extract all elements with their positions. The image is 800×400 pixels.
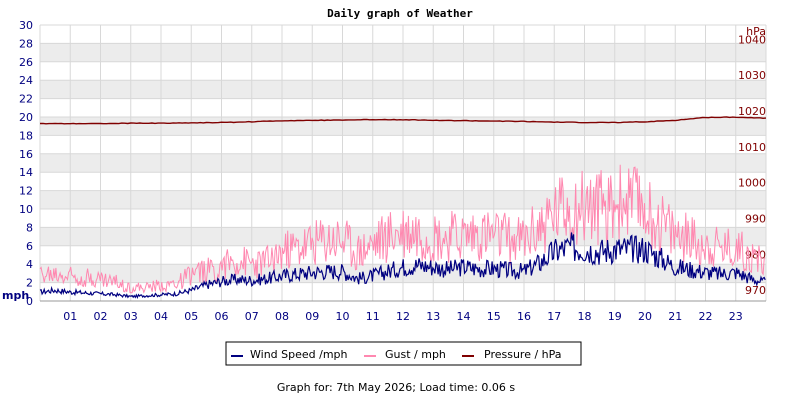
left-tick-label: 22	[19, 93, 33, 106]
series-line-wind-speed	[39, 232, 766, 299]
x-tick-label: 09	[305, 310, 319, 323]
right-tick-label: 1020	[738, 105, 766, 118]
x-tick-label: 15	[487, 310, 501, 323]
left-tick-label: 24	[19, 74, 33, 87]
right-tick-label: 970	[745, 284, 766, 297]
left-tick-label: 28	[19, 37, 33, 50]
left-tick-label: 30	[19, 19, 33, 32]
x-tick-label: 02	[94, 310, 108, 323]
chart-title: Daily graph of Weather	[327, 7, 473, 20]
x-tick-label: 07	[245, 310, 259, 323]
x-tick-label: 12	[396, 310, 410, 323]
left-tick-label: 4	[26, 258, 33, 271]
right-tick-label: 990	[745, 213, 766, 226]
x-tick-label: 20	[638, 310, 652, 323]
left-tick-label: 8	[26, 221, 33, 234]
series-line-gust	[39, 164, 766, 294]
x-axis-ticks: 01 02 03 04 05 06 07 08 09 10 11 12 13 14 15 16 17 18 19 20…	[63, 310, 743, 323]
right-tick-label: 1000	[738, 177, 766, 190]
left-tick-label: 0	[26, 295, 33, 308]
right-tick-label: 1030	[738, 69, 766, 82]
left-tick-label: 20	[19, 111, 33, 124]
x-tick-label: 08	[275, 310, 289, 323]
x-tick-label: 19	[608, 310, 622, 323]
left-tick-label: 18	[19, 129, 33, 142]
right-tick-label: 1040	[738, 33, 766, 46]
series-line-pressure	[39, 116, 767, 125]
x-tick-label: 05	[184, 310, 198, 323]
left-tick-label: 14	[19, 166, 33, 179]
x-tick-label: 16	[517, 310, 531, 323]
footer-status: Graph for: 7th May 2026; Load time: 0.06…	[277, 381, 516, 394]
right-tick-label: 1010	[738, 141, 766, 154]
x-tick-label: 11	[366, 310, 380, 323]
left-axis-unit: mph	[2, 289, 29, 302]
x-tick-label: 22	[699, 310, 713, 323]
x-tick-label: 03	[124, 310, 138, 323]
x-tick-label: 14	[457, 310, 471, 323]
x-tick-label: 06	[215, 310, 229, 323]
x-tick-label: 18	[578, 310, 592, 323]
x-tick-label: 10	[336, 310, 350, 323]
left-tick-label: 16	[19, 148, 33, 161]
legend-label-pressure: Pressure / hPa	[484, 348, 562, 361]
legend-label-wind-speed: Wind Speed /mph	[250, 348, 348, 361]
x-tick-label: 01	[63, 310, 77, 323]
legend: Wind Speed /mph Gust / mph Pressure / hP…	[225, 341, 582, 366]
left-tick-label: 10	[19, 203, 33, 216]
x-tick-label: 04	[154, 310, 168, 323]
left-tick-label: 2	[26, 277, 33, 290]
left-tick-label: 26	[19, 56, 33, 69]
plot-series	[39, 116, 767, 299]
left-tick-label: 12	[19, 185, 33, 198]
x-tick-label: 17	[547, 310, 561, 323]
legend-label-gust: Gust / mph	[385, 348, 446, 361]
x-tick-label: 21	[668, 310, 682, 323]
right-axis-unit: hPa	[746, 25, 766, 38]
x-tick-label: 23	[729, 310, 743, 323]
left-tick-label: 6	[26, 240, 33, 253]
legend-box	[225, 341, 582, 366]
x-tick-label: 13	[426, 310, 440, 323]
